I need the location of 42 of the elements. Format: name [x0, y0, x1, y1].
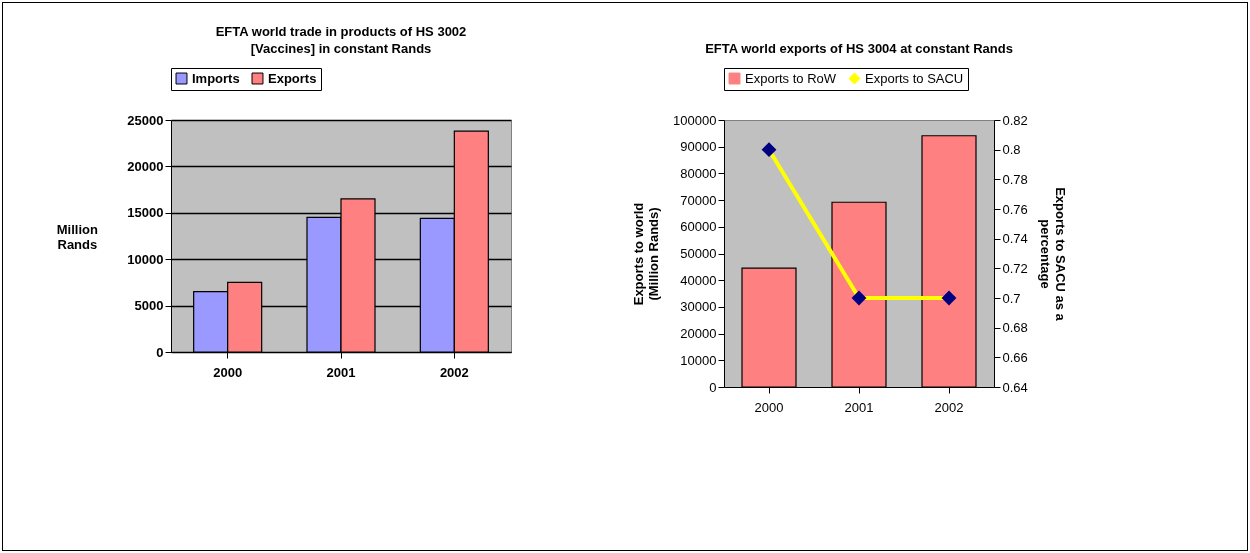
y-tick-label: 30000: [680, 299, 717, 315]
y2-tick-label: 0.78: [1002, 171, 1028, 187]
y-tick-label: 90000: [680, 139, 717, 155]
chart-title: EFTA world trade in products of HS 3002 [Vaccines] in constant Rands: [215, 23, 467, 56]
legend-label: Exports to SACU: [865, 70, 964, 86]
y2-tick-label: 0.76: [1002, 201, 1028, 217]
y-tick-label: 25000: [127, 112, 164, 128]
x-tick-label: 2000: [754, 399, 784, 415]
chart-title: EFTA world exports of HS 3004 at constant Rands: [705, 40, 1013, 56]
legend-label: Exports: [268, 70, 317, 86]
y2-axis-title: Exports to SACU as a percentage: [1037, 187, 1068, 322]
y-tick-label: 10000: [680, 352, 717, 368]
y2-tick-label: 0.72: [1002, 260, 1028, 276]
y2-tick-label: 0.7: [1002, 290, 1021, 306]
y-axis-title: Million Rands: [56, 221, 98, 252]
y2-tick-label: 0.64: [1002, 379, 1028, 395]
x-tick-label: 2001: [326, 364, 356, 380]
y-axis-title: Exports to world (Million Rands): [631, 202, 662, 306]
y-tick-label: 5000: [134, 298, 164, 314]
x-tick-label: 2002: [934, 399, 964, 415]
legend-label: Imports: [192, 70, 240, 86]
y-tick-label: 40000: [680, 272, 717, 288]
x-tick-label: 2001: [844, 399, 874, 415]
y-tick-label: 10000: [127, 251, 164, 267]
y-tick-label: 60000: [680, 219, 717, 235]
x-tick-label: 2000: [213, 364, 243, 380]
y2-tick-label: 0.68: [1002, 320, 1028, 336]
y2-tick-label: 0.8: [1002, 142, 1021, 158]
x-tick-label: 2002: [439, 364, 469, 380]
y2-tick-label: 0.74: [1002, 231, 1028, 247]
y-tick-label: 0: [156, 344, 164, 360]
y-tick-label: 50000: [680, 246, 717, 261]
y-tick-label: 20000: [127, 158, 164, 174]
y-tick-label: 80000: [680, 165, 717, 181]
y-tick-label: 20000: [680, 326, 717, 342]
y-tick-label: 15000: [127, 205, 164, 221]
legend-label: Exports to RoW: [745, 70, 837, 86]
y-tick-label: 0: [709, 379, 717, 395]
y-tick-label: 70000: [680, 192, 717, 208]
y2-tick-label: 0.66: [1002, 349, 1028, 365]
y-tick-label: 100000: [673, 112, 717, 128]
y2-tick-label: 0.82: [1002, 112, 1028, 128]
